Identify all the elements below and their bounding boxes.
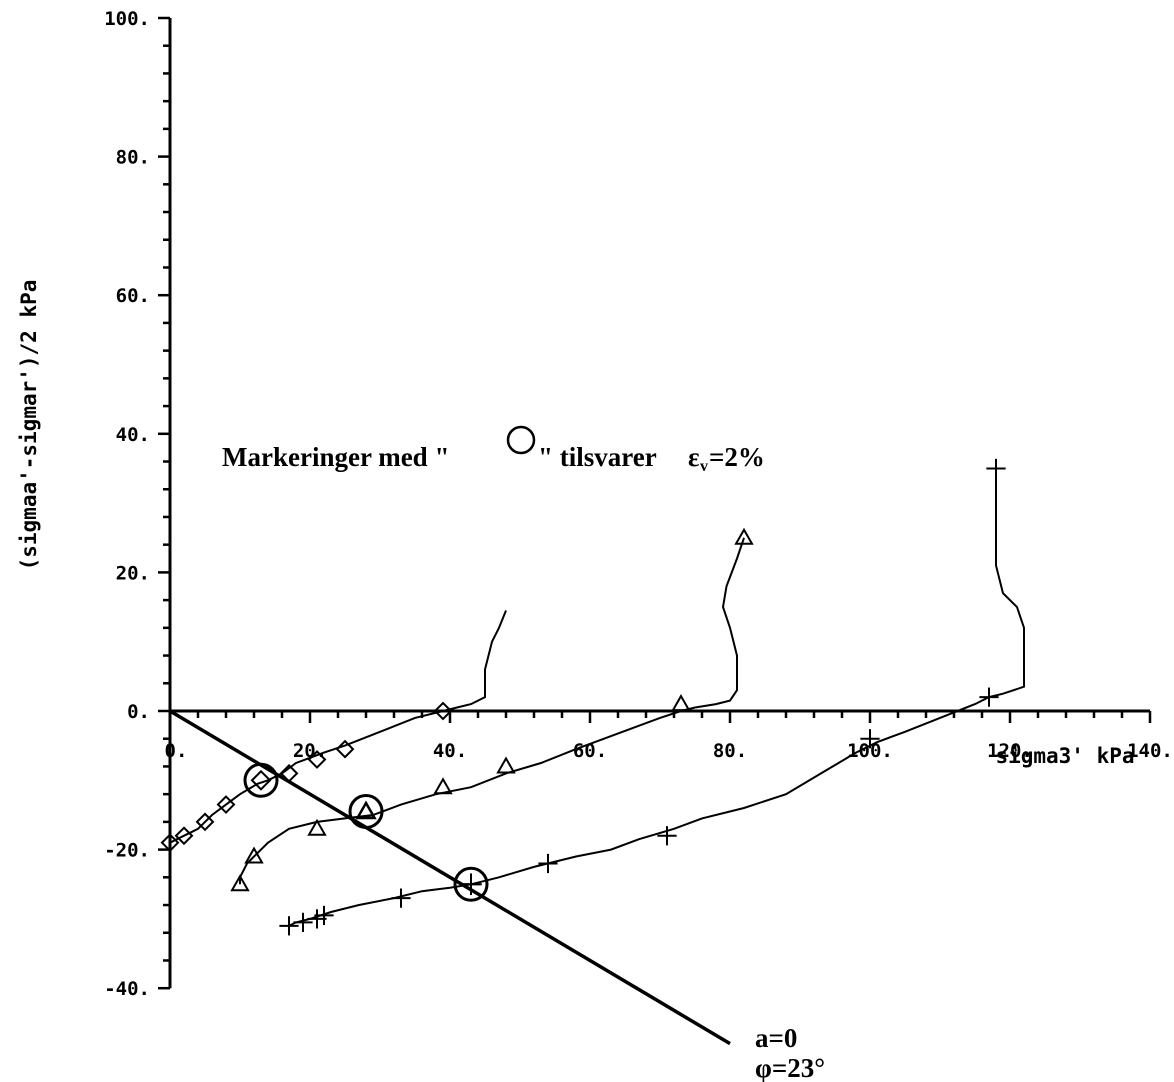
cross-marker [657, 826, 677, 846]
circle-mark [243, 762, 279, 798]
circle-marks [243, 762, 489, 902]
cross-marker [460, 873, 482, 896]
tick-labels: 100. 80. 60. 40. 20. 0. -20. -40. 0. 20. 40. 60. 80.… [104, 8, 1173, 1000]
cross-marker [314, 905, 334, 926]
triangle-marker [244, 846, 264, 864]
annotation-equals: =2% [709, 442, 765, 472]
diamond-marker [216, 795, 236, 814]
triangle-marker [496, 756, 516, 774]
axes [168, 18, 1150, 989]
x-tick-label: 0. [165, 740, 188, 762]
series-line [288, 468, 1025, 927]
diamond-marker [433, 701, 453, 721]
series-layer [160, 458, 1025, 936]
x-axis-label: sigma3' kPa [995, 744, 1134, 768]
diamond-marker [160, 833, 180, 853]
y-axis-label: (sigmaa'-sigmar')/2 kPa [17, 280, 41, 571]
ticks [158, 16, 1152, 990]
x-tick-label: 60. [573, 740, 607, 762]
annotation-subscript: v [700, 458, 708, 475]
circle-mark [348, 793, 384, 829]
x-tick-label: 80. [713, 740, 747, 762]
y-tick-label: 80. [116, 147, 150, 169]
triangle-marker [671, 694, 691, 712]
cross-marker [391, 888, 411, 908]
y-tick-label: 20. [116, 562, 150, 584]
x-tick-label: 100. [847, 740, 893, 762]
triangle-marker [734, 527, 754, 545]
triangle-marker [355, 800, 377, 820]
envelope-label-a: a=0 [755, 1023, 797, 1053]
cross-marker [979, 687, 999, 707]
diamond-marker [195, 812, 215, 832]
cross-marker [279, 916, 299, 936]
x-tick-label: 120. [987, 740, 1033, 762]
circle-mark-ring [243, 762, 279, 798]
diamond-marker [335, 739, 355, 759]
y-tick-label: -20. [104, 840, 150, 862]
y-tick-label: 100. [104, 8, 150, 30]
diamond-marker [174, 826, 194, 846]
diamond-marker [307, 750, 327, 769]
annotation-prefix: Markeringer med " [222, 442, 449, 472]
y-tick-label: 40. [116, 424, 150, 446]
series-cross [279, 458, 1025, 936]
x-tick-label: 140. [1127, 740, 1173, 762]
triangle-marker [433, 777, 453, 795]
diamond-marker [250, 769, 272, 791]
annotation-circle-icon [506, 425, 536, 455]
circle-mark-ring [348, 793, 384, 829]
series-line [169, 610, 507, 850]
series-line [239, 537, 745, 885]
triangle-marker [230, 874, 250, 892]
envelope-label-phi: φ=23° [755, 1053, 825, 1082]
cross-marker [986, 458, 1006, 479]
cross-marker [538, 853, 558, 874]
annotation: Markeringer med " " tilsvarer ε v =2% [222, 425, 765, 475]
circle-mark-ring [453, 866, 489, 902]
diamond-marker [279, 763, 299, 783]
cross-marker [860, 729, 880, 749]
y-tick-label: 60. [116, 285, 150, 307]
y-tick-label: 0. [127, 701, 150, 723]
x-tick-label: 40. [433, 740, 467, 762]
failure-envelope-line [169, 709, 731, 1046]
annotation-suffix: " tilsvarer [538, 442, 657, 472]
x-tick-label: 20. [293, 740, 327, 762]
triangle-marker [307, 818, 327, 836]
y-tick-label: -40. [104, 978, 150, 1000]
annotation-epsilon: ε [688, 442, 700, 472]
series-diamond [160, 610, 507, 853]
cross-marker [293, 912, 313, 932]
circle-mark [453, 866, 489, 902]
